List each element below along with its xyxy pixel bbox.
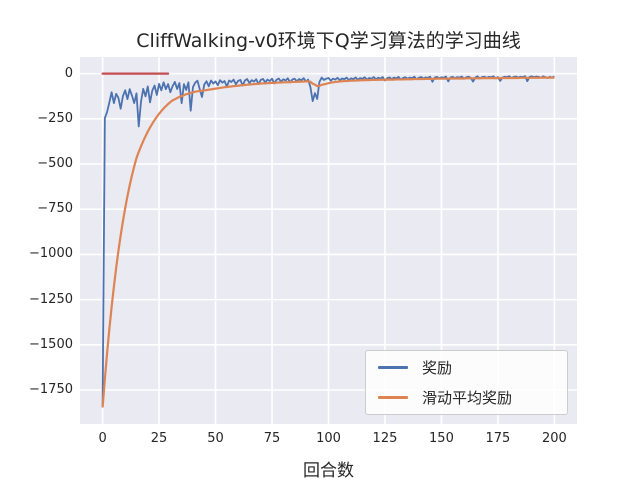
ma-reward-curve: [101, 76, 555, 408]
x-tick-label: 75: [263, 431, 281, 446]
legend-item-ma-reward: 滑动平均奖励: [378, 387, 555, 408]
y-tick-label: −750: [37, 201, 73, 217]
y-tick-label: −1250: [29, 291, 73, 307]
y-tick-label: −1500: [29, 336, 73, 352]
x-tick-label: 125: [372, 431, 398, 446]
chart-title: CliffWalking-v0环境下Q学习算法的学习曲线: [136, 30, 521, 52]
legend-item-reward: 奖励: [378, 357, 555, 378]
y-tick-label: −500: [37, 156, 73, 172]
reward-line-sample: [378, 366, 408, 369]
legend: 奖励 滑动平均奖励: [365, 350, 568, 415]
y-tick-label: −1750: [29, 382, 73, 397]
x-tick-label: 0: [98, 431, 107, 446]
x-axis-label: 回合数: [303, 461, 354, 480]
x-tick-label: 200: [541, 431, 567, 446]
ma-reward-line-sample: [378, 396, 408, 399]
x-tick-label: 175: [485, 431, 511, 446]
plot-canvas: [80, 57, 577, 424]
x-tick-label: 50: [207, 431, 224, 446]
x-tick-label: 100: [316, 431, 341, 446]
y-tick-label: −1000: [29, 246, 73, 262]
x-tick-label: 150: [429, 431, 454, 446]
plot-area: [80, 57, 577, 424]
legend-label-reward: 奖励: [422, 359, 453, 377]
y-tick-label: 0: [64, 65, 73, 81]
y-tick-label: −250: [37, 110, 73, 126]
x-tick-label: 25: [150, 431, 168, 446]
legend-label-ma-reward: 滑动平均奖励: [422, 389, 513, 407]
